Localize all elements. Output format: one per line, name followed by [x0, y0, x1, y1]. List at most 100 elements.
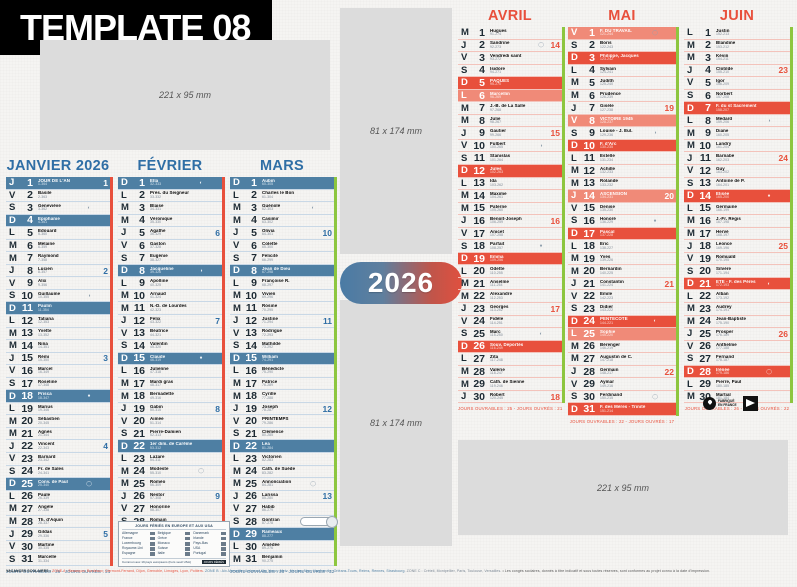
day-row[interactable]: M 13 Rolande 133-232	[568, 177, 676, 191]
day-row[interactable]: S 7 Félicité 66-299	[230, 252, 334, 265]
day-row[interactable]: D 15 Claude 46-319 ●	[118, 352, 222, 366]
day-row[interactable]: S 6 Norbert 157-208	[684, 90, 790, 103]
day-row[interactable]: L 16 Julienne 47-318	[118, 365, 222, 378]
day-row[interactable]: M 10 Vivien 69-296	[230, 290, 334, 303]
day-row[interactable]: M 26 Bérenger 146-219	[568, 340, 676, 354]
day-row[interactable]: J 25 Prosper 176-189 26	[684, 328, 790, 341]
day-row[interactable]: M 2 Blandine 153-212	[684, 39, 790, 53]
day-row[interactable]: V 5 Igor 156-209	[684, 77, 790, 90]
day-row[interactable]: M 3 Guénolé 62-303 ◐	[230, 202, 334, 215]
day-row[interactable]: S 31 Marcelle 31-334	[6, 553, 110, 566]
day-row[interactable]: D 31 F. des Mères - Trinité 151-214	[568, 403, 676, 416]
day-row[interactable]: J 5 Agathe 36-329 6	[118, 227, 222, 240]
day-row[interactable]: J 19 Joseph 78-287 12	[230, 403, 334, 416]
day-row[interactable]: J 8 Lucien 8-357 2	[6, 265, 110, 278]
day-row[interactable]: M 11 Rosine 70-295	[230, 302, 334, 316]
day-row[interactable]: M 12 Achille 132-233	[568, 165, 676, 178]
day-row[interactable]: D 8 Jacqueline 39-326 ◑	[118, 265, 222, 278]
day-row[interactable]: S 25 Marc 115-250 ◐	[458, 328, 562, 341]
day-row[interactable]: L 2 Prés. du Seigneur 33-332	[118, 189, 222, 203]
day-row[interactable]: J 11 Barnabé 162-203 24	[684, 152, 790, 166]
day-row[interactable]: D 1 Ella 32-333 ◐	[118, 177, 222, 190]
day-row[interactable]: J 26 Nestor 57-308 9	[118, 490, 222, 504]
day-row[interactable]: J 19 Gabin 50-315 8	[118, 403, 222, 416]
day-row[interactable]: D 22 Léa 81-284	[230, 440, 334, 454]
day-row[interactable]: L 9 Françoise R. 68-297	[230, 277, 334, 290]
day-row[interactable]: V 26 Anthelme 177-188	[684, 340, 790, 354]
day-row[interactable]: D 5 PÂQUES 95-270	[458, 77, 562, 90]
day-row[interactable]: J 22 Vincent 22-343 4	[6, 440, 110, 454]
day-row[interactable]: M 28 Th. d'Aquin 28-337	[6, 516, 110, 529]
day-row[interactable]: D 26 Souv. Déportés 116-249	[458, 340, 562, 354]
day-row[interactable]: M 17 Patrice 76-289	[230, 378, 334, 391]
day-row[interactable]: V 6 Colette 65-300	[230, 240, 334, 253]
day-row[interactable]: M 8 Julie 98-267	[458, 115, 562, 128]
day-row[interactable]: L 26 Paule 26-339	[6, 490, 110, 504]
day-row[interactable]: V 30 Martine 30-335	[6, 541, 110, 554]
placeholder-top-left[interactable]: 221 x 95 mm	[40, 40, 330, 150]
day-row[interactable]: S 2 Boris 122-243	[568, 39, 676, 53]
day-row[interactable]: M 27 Augustin de C. 147-218	[568, 353, 676, 366]
day-row[interactable]: J 16 Benoît-Joseph 106-259 16	[458, 215, 562, 228]
day-row[interactable]: S 10 Guillaume 10-355 ◑	[6, 290, 110, 303]
day-row[interactable]: L 15 Germaine 166-199	[684, 202, 790, 216]
day-row[interactable]: L 23 Lazare 54-311	[118, 453, 222, 466]
day-row[interactable]: S 21 Pierre-Damien 52-313	[118, 428, 222, 441]
day-row[interactable]: L 22 Alban 173-192	[684, 290, 790, 304]
day-row[interactable]: M 9 Diane 160-205	[684, 127, 790, 140]
day-row[interactable]: V 17 Anicet 107-258	[458, 228, 562, 241]
day-row[interactable]: J 5 Olivia 64-301 10	[230, 227, 334, 240]
day-row[interactable]: S 20 Silvère 171-194	[684, 265, 790, 278]
day-row[interactable]: M 23 Audrey 174-191	[684, 303, 790, 316]
day-row[interactable]: M 10 Landry 161-204	[684, 140, 790, 153]
day-row[interactable]: S 14 Valentin 45-320	[118, 340, 222, 353]
day-row[interactable]: L 6 Marcellin 96-269	[458, 90, 562, 103]
day-row[interactable]: M 17 Hervé 168-197	[684, 228, 790, 241]
day-row[interactable]: M 10 Arnaud 41-324	[118, 290, 222, 303]
day-row[interactable]: M 11 N.-D. de Lourdes 42-323	[118, 302, 222, 316]
day-row[interactable]: V 3 Vendredi saint 93-272	[458, 52, 562, 65]
day-row[interactable]: J 15 Rémi 15-350 3	[6, 352, 110, 366]
day-row[interactable]: L 30 Amédée 89-276	[230, 541, 334, 554]
day-row[interactable]: V 16 Marcel 16-349	[6, 365, 110, 378]
day-row[interactable]: J 29 Gildas 29-336 5	[6, 528, 110, 541]
day-row[interactable]: D 17 Pascal 137-228	[568, 228, 676, 241]
day-row[interactable]: M 24 Cath. de Suède 83-282	[230, 465, 334, 479]
day-row[interactable]: L 20 Odette 110-255	[458, 265, 562, 278]
day-row[interactable]: D 8 Jean de Dieu 67-298	[230, 265, 334, 278]
day-row[interactable]: J 12 Justine 71-294 11	[230, 315, 334, 328]
day-row[interactable]: L 9 Apolline 40-325	[118, 277, 222, 290]
day-row[interactable]: D 10 F. d'Arc 130-235	[568, 140, 676, 153]
day-row[interactable]: D 14 Élisée 165-200 ●	[684, 190, 790, 203]
day-row[interactable]: M 21 Anselme 111-254	[458, 278, 562, 291]
day-row[interactable]: M 14 Maxime 104-261	[458, 190, 562, 203]
day-row[interactable]: L 11 Estelle 131-234	[568, 152, 676, 166]
day-row[interactable]: L 25 Sophie 145-220	[568, 328, 676, 341]
day-row[interactable]: M 4 Véronique 35-330	[118, 214, 222, 228]
day-row[interactable]: M 27 Angèle 27-338	[6, 503, 110, 516]
day-row[interactable]: L 16 Bénédicte 75-290	[230, 365, 334, 378]
day-row[interactable]: V 27 Honorine 58-307	[118, 503, 222, 516]
day-row[interactable]: D 19 Emma 109-256	[458, 253, 562, 266]
day-row[interactable]: D 4 Épiphanie 4-361	[6, 214, 110, 228]
day-row[interactable]: D 7 F. du st Sacrement 158-207	[684, 102, 790, 115]
day-row[interactable]: M 3 Kévin 154-211	[684, 52, 790, 65]
day-row[interactable]: V 2 Basile 2-363	[6, 189, 110, 203]
day-row[interactable]: M 24 Jean-Baptiste 175-190	[684, 315, 790, 329]
day-row[interactable]: V 20 PRINTEMPS 79-286	[230, 415, 334, 428]
day-row[interactable]: V 19 Romuald 170-195	[684, 253, 790, 266]
day-row[interactable]: M 16 J.-Fr. Régis 167-198	[684, 215, 790, 228]
day-row[interactable]: M 22 Alexandre 112-253	[458, 290, 562, 304]
day-row[interactable]: M 15 Paterne 105-260	[458, 202, 562, 216]
placeholder-bottom[interactable]: 221 x 95 mm	[458, 440, 788, 535]
placeholder-mid-upper[interactable]: 81 x 174 mm	[340, 8, 452, 254]
day-row[interactable]: D 18 Prisca 18-347 ●	[6, 390, 110, 403]
day-row[interactable]: S 24 Fr. de Sales 24-341	[6, 465, 110, 479]
day-row[interactable]: L 18 Éric 138-227	[568, 240, 676, 253]
day-row[interactable]: M 6 Prudence 126-239	[568, 90, 676, 103]
day-row[interactable]: J 2 Sandrine 92-273 ◯ 14	[458, 39, 562, 53]
day-row[interactable]: D 22 1er dim. de Carême 53-312	[118, 440, 222, 454]
day-row[interactable]: S 21 Clémence 80-285	[230, 428, 334, 441]
day-row[interactable]: L 1 Justin 152-213	[684, 27, 790, 40]
day-row[interactable]: V 6 Gaston 37-328	[118, 240, 222, 253]
